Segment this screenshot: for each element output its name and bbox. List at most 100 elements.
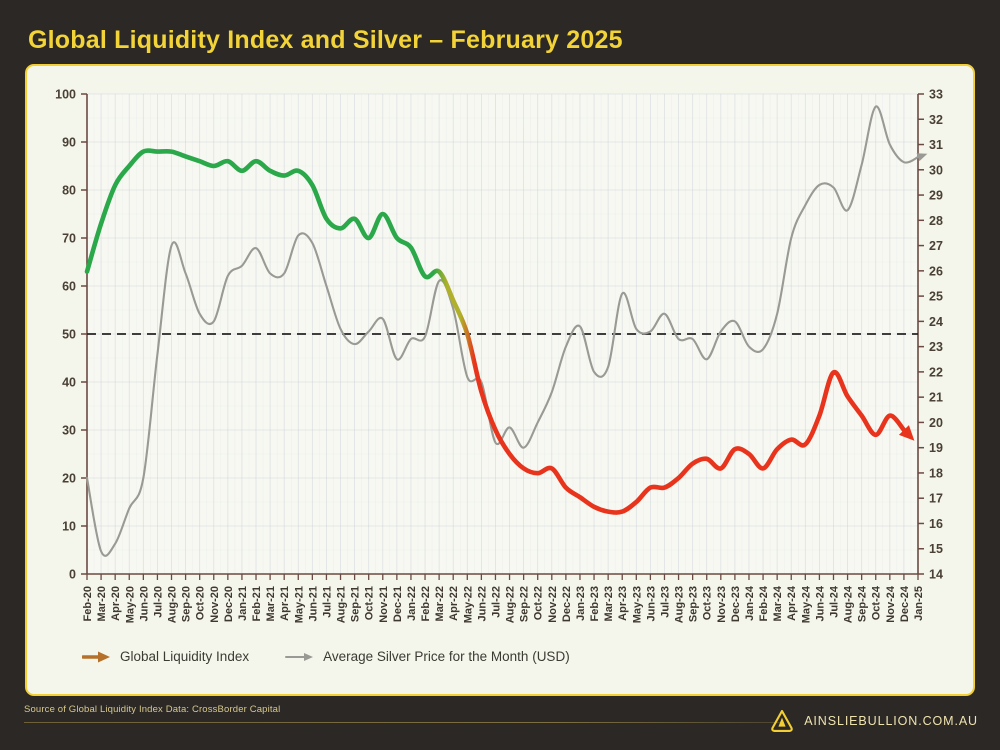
svg-text:25: 25 (929, 290, 943, 304)
svg-text:Jul-23: Jul-23 (659, 586, 671, 618)
page-footer: Source of Global Liquidity Index Data: C… (0, 696, 1000, 750)
footer-divider (24, 722, 784, 723)
svg-text:16: 16 (929, 517, 943, 531)
svg-text:Dec-24: Dec-24 (899, 585, 911, 622)
svg-text:Sep-20: Sep-20 (181, 586, 193, 622)
chart-card: 0 10 20 30 40 50 60 70 80 90 100 14 15 16 17 18 19 20 21 22… (25, 64, 975, 696)
svg-text:Apr-23: Apr-23 (617, 586, 629, 621)
legend-item-gli[interactable]: Global Liquidity Index (82, 649, 249, 664)
svg-text:Dec-23: Dec-23 (730, 586, 742, 622)
svg-text:26: 26 (929, 264, 943, 278)
svg-text:28: 28 (929, 214, 943, 228)
svg-text:21: 21 (929, 391, 943, 405)
source-note: Source of Global Liquidity Index Data: C… (24, 704, 281, 715)
brand-block[interactable]: AINSLIEBULLION.COM.AU (771, 710, 978, 732)
svg-text:31: 31 (929, 138, 943, 152)
svg-text:Aug-24: Aug-24 (843, 585, 855, 623)
svg-text:20: 20 (62, 472, 76, 486)
ainslie-a-logo-icon (771, 710, 793, 732)
svg-text:Feb-21: Feb-21 (251, 586, 263, 621)
legend-label-silver: Average Silver Price for the Month (USD) (323, 649, 570, 664)
svg-text:32: 32 (929, 113, 943, 127)
svg-text:18: 18 (929, 466, 943, 480)
svg-text:May-22: May-22 (462, 586, 474, 623)
svg-text:24: 24 (929, 315, 943, 329)
svg-text:Jan-23: Jan-23 (575, 586, 587, 621)
svg-text:Apr-22: Apr-22 (448, 586, 460, 621)
svg-text:17: 17 (929, 492, 943, 506)
svg-text:Jul-21: Jul-21 (321, 586, 333, 618)
svg-text:Apr-21: Apr-21 (279, 586, 291, 621)
svg-text:Apr-24: Apr-24 (786, 585, 798, 621)
svg-text:May-24: May-24 (800, 585, 812, 623)
svg-text:33: 33 (929, 88, 943, 102)
svg-text:May-23: May-23 (631, 586, 643, 623)
svg-text:Sep-24: Sep-24 (857, 585, 869, 622)
svg-text:Dec-22: Dec-22 (561, 586, 573, 622)
svg-text:Jan-22: Jan-22 (406, 586, 418, 621)
page-title: Global Liquidity Index and Silver – Febr… (28, 26, 623, 54)
svg-text:15: 15 (929, 542, 943, 556)
svg-text:Oct-20: Oct-20 (195, 586, 207, 620)
svg-text:80: 80 (62, 184, 76, 198)
svg-text:Jul-24: Jul-24 (828, 585, 840, 618)
svg-text:Oct-22: Oct-22 (533, 586, 545, 620)
svg-text:Sep-21: Sep-21 (350, 586, 362, 622)
svg-text:Jan-25: Jan-25 (913, 586, 925, 621)
svg-text:May-20: May-20 (124, 586, 136, 623)
svg-text:Dec-21: Dec-21 (392, 586, 404, 622)
svg-text:May-21: May-21 (293, 586, 305, 623)
chart-plot-area: 0 10 20 30 40 50 60 70 80 90 100 14 15 16 17 18 19 20 21 22… (27, 66, 973, 694)
svg-text:27: 27 (929, 239, 943, 253)
svg-text:Jun-21: Jun-21 (307, 586, 319, 621)
svg-text:Aug-22: Aug-22 (505, 586, 517, 623)
svg-text:90: 90 (62, 136, 76, 150)
svg-text:22: 22 (929, 365, 943, 379)
arrow-right-icon (285, 652, 314, 661)
chart-legend: Global Liquidity Index Average Silver Pr… (82, 649, 570, 664)
svg-text:30: 30 (62, 424, 76, 438)
svg-text:Mar-22: Mar-22 (434, 586, 446, 621)
svg-text:Aug-20: Aug-20 (167, 586, 179, 623)
svg-text:Feb-24: Feb-24 (758, 585, 770, 621)
svg-text:100: 100 (55, 88, 76, 102)
dual-axis-line-chart: 0 10 20 30 40 50 60 70 80 90 100 14 15 16 17 18 19 20 21 22… (55, 88, 943, 624)
svg-text:50: 50 (62, 328, 76, 342)
svg-text:Nov-20: Nov-20 (209, 586, 221, 623)
arrow-right-icon (82, 651, 110, 662)
svg-text:Jul-22: Jul-22 (490, 586, 502, 618)
svg-text:Feb-23: Feb-23 (589, 586, 601, 621)
svg-text:19: 19 (929, 441, 943, 455)
svg-text:Feb-22: Feb-22 (420, 586, 432, 621)
svg-text:Jun-24: Jun-24 (814, 585, 826, 621)
svg-text:Jan-24: Jan-24 (744, 585, 756, 621)
svg-text:Nov-22: Nov-22 (547, 586, 559, 623)
brand-name: AINSLIEBULLION.COM.AU (804, 714, 978, 728)
svg-text:Jun-22: Jun-22 (476, 586, 488, 621)
svg-text:20: 20 (929, 416, 943, 430)
svg-text:Oct-21: Oct-21 (364, 586, 376, 620)
svg-text:Jun-20: Jun-20 (138, 586, 150, 621)
svg-text:23: 23 (929, 340, 943, 354)
svg-text:Feb-20: Feb-20 (82, 586, 94, 621)
svg-text:29: 29 (929, 189, 943, 203)
svg-text:60: 60 (62, 280, 76, 294)
svg-text:Jan-21: Jan-21 (237, 586, 249, 621)
svg-text:Aug-21: Aug-21 (336, 586, 348, 623)
svg-text:Aug-23: Aug-23 (674, 586, 686, 623)
svg-text:Dec-20: Dec-20 (223, 586, 235, 622)
legend-item-silver[interactable]: Average Silver Price for the Month (USD) (285, 649, 570, 664)
svg-text:Nov-23: Nov-23 (716, 586, 728, 623)
svg-text:Mar-23: Mar-23 (603, 586, 615, 621)
svg-text:14: 14 (929, 568, 943, 582)
svg-text:Mar-20: Mar-20 (96, 586, 108, 621)
svg-text:Jun-23: Jun-23 (645, 586, 657, 621)
svg-text:Oct-23: Oct-23 (702, 586, 714, 620)
svg-text:Sep-23: Sep-23 (688, 586, 700, 622)
svg-text:Oct-24: Oct-24 (871, 585, 883, 620)
svg-text:0: 0 (69, 568, 76, 582)
svg-text:10: 10 (62, 520, 76, 534)
legend-label-gli: Global Liquidity Index (120, 649, 250, 664)
svg-text:Jul-20: Jul-20 (152, 586, 164, 618)
